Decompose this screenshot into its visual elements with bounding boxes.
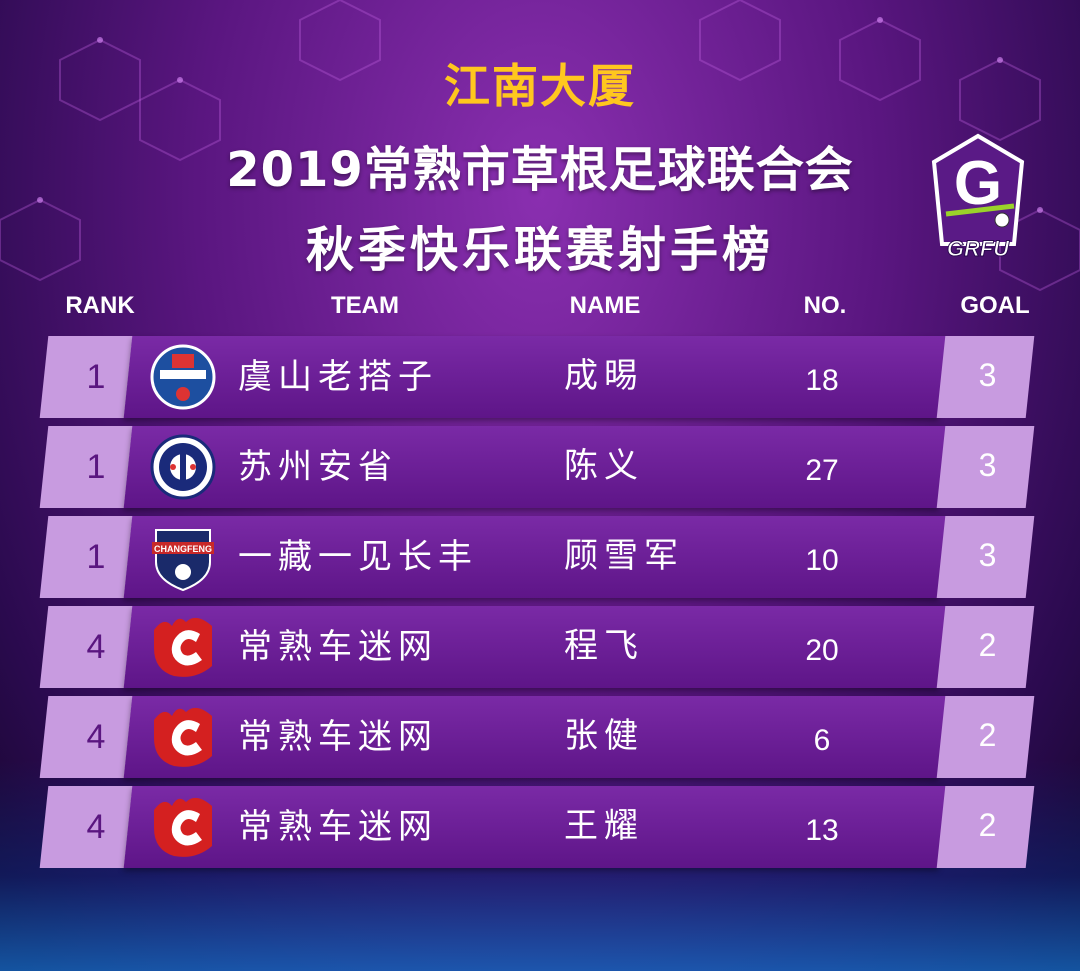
- rank-value: 1: [86, 538, 106, 576]
- jersey-number: 18: [805, 364, 839, 397]
- goal-value: 3: [978, 537, 997, 573]
- rank-value: 4: [86, 718, 106, 756]
- table-row: 1 CHANGFENG 一藏一见长丰 顾雪军 10 3: [0, 516, 1080, 598]
- flame-c-badge-icon: [154, 707, 212, 767]
- player-name: 张健: [564, 716, 644, 756]
- logo-text: GRFU: [947, 236, 1010, 261]
- header-no: NO.: [803, 292, 847, 319]
- goal-value: 2: [978, 717, 997, 753]
- table-row: 1 虞山老搭子 成晹 18 3: [0, 336, 1080, 418]
- table-row: 4 常熟车迷网 程飞 20 2: [0, 606, 1080, 688]
- flame-c-badge-icon: [154, 797, 212, 857]
- jersey-number: 13: [805, 814, 839, 847]
- jersey-number: 27: [805, 454, 839, 487]
- player-name: 成晹: [564, 356, 644, 396]
- jersey-number: 20: [805, 634, 839, 667]
- header-rank: RANK: [65, 292, 135, 319]
- goal-value: 2: [978, 807, 997, 843]
- team-name: 虞山老搭子: [238, 357, 438, 397]
- flame-c-badge-icon: [154, 617, 212, 677]
- goal-value: 3: [978, 357, 997, 393]
- header-team: TEAM: [331, 292, 399, 319]
- player-name: 程飞: [564, 626, 644, 666]
- table-row: 4 常熟车迷网 张健 6 2: [0, 696, 1080, 778]
- team-name: 苏州安省: [238, 447, 398, 487]
- team-name: 常熟车迷网: [238, 807, 438, 847]
- team-name: 常熟车迷网: [238, 717, 438, 757]
- jersey-number: 10: [805, 544, 839, 577]
- team-name: 一藏一见长丰: [238, 537, 478, 577]
- ansheng-badge-icon: [150, 434, 216, 500]
- goal-value: 3: [978, 447, 997, 483]
- player-name: 顾雪军: [564, 536, 684, 576]
- page-title-line1: 2019常熟市草根足球联合会: [226, 142, 854, 198]
- rank-value: 4: [86, 808, 106, 846]
- team-name: 常熟车迷网: [238, 627, 438, 667]
- changfeng-badge-icon: CHANGFENG: [152, 529, 214, 592]
- grfu-logo-icon: G GRFU: [931, 133, 1025, 262]
- yushan-badge-icon: [150, 344, 216, 410]
- goal-value: 2: [978, 627, 997, 663]
- header-goal: GOAL: [960, 292, 1030, 319]
- rank-value: 4: [86, 628, 106, 666]
- header-name: NAME: [569, 292, 641, 319]
- rank-value: 1: [86, 448, 106, 486]
- sponsor-title: 江南大厦: [444, 59, 636, 113]
- rank-value: 1: [86, 358, 106, 396]
- table-row: 4 常熟车迷网 王耀 13 2: [0, 786, 1080, 868]
- table-row: 1 苏州安省 陈义 27 3: [0, 426, 1080, 508]
- page-title-line2: 秋季快乐联赛射手榜: [305, 222, 774, 278]
- jersey-number: 6: [813, 724, 831, 757]
- player-name: 王耀: [564, 806, 644, 846]
- badge-text: CHANGFENG: [154, 544, 212, 554]
- player-name: 陈义: [564, 446, 644, 486]
